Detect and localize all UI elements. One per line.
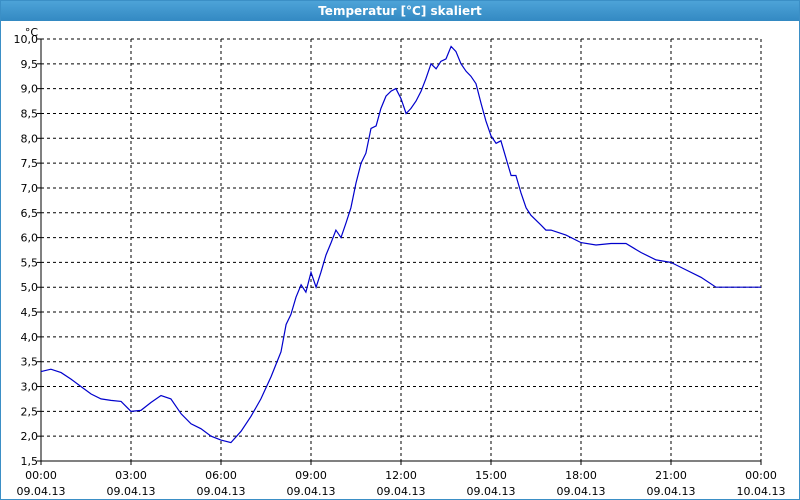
x-tick-date: 09.04.13 — [377, 485, 426, 498]
x-tick-time: 00:00 — [25, 469, 57, 482]
y-tick-label: 7,5 — [21, 157, 39, 170]
y-tick-label: 6,0 — [21, 232, 39, 245]
x-tick-date: 09.04.13 — [557, 485, 606, 498]
y-tick-label: 3,0 — [21, 381, 39, 394]
y-tick-label: 9,0 — [21, 83, 39, 96]
x-tick-date: 09.04.13 — [647, 485, 696, 498]
x-tick-time: 12:00 — [385, 469, 417, 482]
y-tick-label: 8,0 — [21, 132, 39, 145]
y-tick-label: 7,0 — [21, 182, 39, 195]
y-axis-unit: °C — [25, 26, 39, 39]
x-tick-time: 06:00 — [205, 469, 237, 482]
x-tick-date: 10.04.13 — [737, 485, 786, 498]
y-tick-label: 2,5 — [21, 405, 39, 418]
y-tick-label: 4,5 — [21, 306, 39, 319]
y-tick-label: 5,5 — [21, 256, 39, 269]
x-tick-date: 09.04.13 — [17, 485, 66, 498]
y-tick-label: 5,0 — [21, 281, 39, 294]
x-axis: 00:00 09.04.13 03:00 09.04.13 06:00 09.04.13 0… — [17, 461, 786, 498]
temperature-series-line — [40, 45, 761, 444]
temperature-chart: 1,5 2,0 2,5 3,0 3,5 4,0 4,5 5,0 5,5 6,0 6,5 7,0 7,5 8… — [14, 26, 786, 498]
window-title: Temperatur [°C] skaliert — [1, 1, 799, 21]
chart-grid — [40, 38, 762, 462]
x-tick-time: 21:00 — [655, 469, 687, 482]
y-tick-label: 10,0 — [14, 33, 39, 46]
y-tick-label: 6,5 — [21, 207, 39, 220]
y-tick-label: 4,0 — [21, 331, 39, 344]
x-tick-time: 00:00 — [745, 469, 777, 482]
x-tick-date: 09.04.13 — [197, 485, 246, 498]
y-axis: 1,5 2,0 2,5 3,0 3,5 4,0 4,5 5,0 5,5 6,0 6,5 7,0 7,5 8… — [14, 26, 41, 468]
x-tick-time: 15:00 — [475, 469, 507, 482]
series-group — [40, 45, 761, 444]
y-tick-label: 2,0 — [21, 430, 39, 443]
x-tick-date: 09.04.13 — [287, 485, 336, 498]
y-tick-label: 1,5 — [21, 455, 39, 468]
y-tick-label: 8,5 — [21, 107, 39, 120]
y-tick-label: 3,5 — [21, 356, 39, 369]
x-tick-time: 03:00 — [115, 469, 147, 482]
x-tick-time: 09:00 — [295, 469, 327, 482]
y-tick-label: 9,5 — [21, 58, 39, 71]
x-tick-time: 18:00 — [565, 469, 597, 482]
x-tick-date: 09.04.13 — [467, 485, 516, 498]
x-tick-date: 09.04.13 — [107, 485, 156, 498]
